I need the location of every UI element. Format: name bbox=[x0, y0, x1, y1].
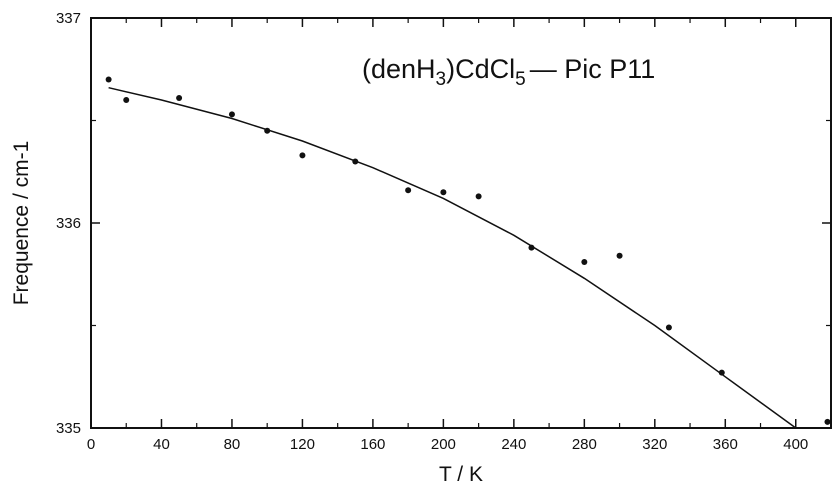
data-point bbox=[665, 324, 672, 331]
data-point bbox=[528, 244, 535, 251]
data-point bbox=[264, 127, 271, 134]
x-tick-label: 240 bbox=[501, 436, 526, 453]
data-point bbox=[405, 187, 412, 194]
data-point bbox=[299, 152, 306, 159]
data-point bbox=[440, 189, 447, 196]
x-axis-label: T / K bbox=[439, 463, 483, 486]
x-tick-label: 360 bbox=[713, 436, 738, 453]
chart-title: (denH3)CdCl5— Pic P11 bbox=[362, 54, 655, 90]
x-tick-label: 0 bbox=[87, 436, 95, 453]
x-tick-label: 40 bbox=[153, 436, 170, 453]
x-tick-label: 160 bbox=[360, 436, 385, 453]
data-point bbox=[616, 252, 623, 259]
data-point bbox=[581, 258, 588, 265]
data-point bbox=[824, 418, 831, 425]
x-tick-label: 200 bbox=[431, 436, 456, 453]
x-tick-label: 120 bbox=[290, 436, 315, 453]
data-point bbox=[352, 158, 359, 165]
data-point bbox=[718, 369, 725, 376]
data-point bbox=[228, 111, 235, 118]
data-point bbox=[475, 193, 482, 200]
y-tick-labels: 335 336 337 bbox=[56, 10, 81, 437]
data-points bbox=[105, 76, 831, 425]
x-tick-label: 320 bbox=[642, 436, 667, 453]
data-point bbox=[105, 76, 112, 83]
x-tick-label: 280 bbox=[572, 436, 597, 453]
x-tick-label: 400 bbox=[783, 436, 808, 453]
fit-line bbox=[108, 86, 824, 429]
y-tick-label: 335 bbox=[56, 420, 81, 437]
y-tick-label: 337 bbox=[56, 10, 81, 27]
data-point bbox=[176, 94, 183, 101]
x-tick-labels: 0 40 80 120 160 200 240 280 320 360 400 bbox=[87, 436, 808, 453]
data-point bbox=[123, 97, 130, 103]
x-tick-label: 80 bbox=[224, 436, 241, 453]
tick-marks bbox=[90, 17, 831, 429]
y-tick-label: 336 bbox=[56, 215, 81, 232]
y-axis-label: Frequence / cm-1 bbox=[10, 141, 33, 306]
